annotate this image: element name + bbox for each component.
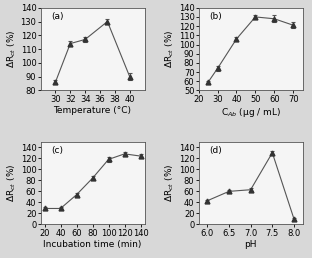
Y-axis label: ΔR$_{ct}$ (%): ΔR$_{ct}$ (%) <box>163 164 176 202</box>
X-axis label: Temperature (°C): Temperature (°C) <box>54 106 132 115</box>
Text: (d): (d) <box>209 146 222 155</box>
X-axis label: Incubation time (min): Incubation time (min) <box>43 240 142 249</box>
Text: (b): (b) <box>209 12 222 21</box>
Y-axis label: ΔR$_{ct}$ (%): ΔR$_{ct}$ (%) <box>5 30 18 68</box>
Y-axis label: ΔR$_{ct}$ (%): ΔR$_{ct}$ (%) <box>163 30 176 68</box>
X-axis label: pH: pH <box>244 240 257 249</box>
X-axis label: C$_{Ab}$ (μg / mL): C$_{Ab}$ (μg / mL) <box>221 106 281 119</box>
Y-axis label: ΔR$_{ct}$ (%): ΔR$_{ct}$ (%) <box>5 164 18 202</box>
Text: (a): (a) <box>51 12 63 21</box>
Text: (c): (c) <box>51 146 63 155</box>
